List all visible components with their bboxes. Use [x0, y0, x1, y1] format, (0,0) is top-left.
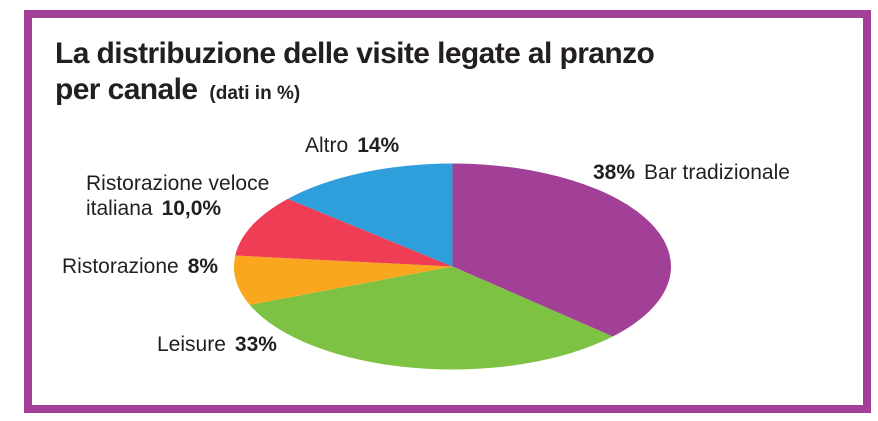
label-leisure-value: 33% — [234, 333, 277, 356]
label-leisure-text: Leisure — [157, 333, 226, 356]
label-altro-value: 14% — [357, 134, 400, 157]
label-ristorazione-text: Ristorazione — [62, 255, 179, 278]
label-ristorazione-value: 8% — [187, 255, 219, 278]
label-ristorazione-veloce-text: Ristorazione veloce italiana — [86, 172, 270, 220]
chart-title: La distribuzione delle visite legate al … — [55, 36, 655, 112]
label-leisure: Leisure 33% — [157, 332, 277, 357]
chart-title-unit-note: (dati in %) — [209, 83, 301, 104]
chart-title-line2-text: per canale — [55, 73, 198, 106]
label-ristorazione-veloce-value: 10,0% — [161, 197, 222, 220]
label-bar-tradizionale-text: Bar tradizionale — [644, 161, 790, 184]
pie-slice-bar-tradizionale — [452, 163, 671, 337]
pie-slice-leisure — [249, 266, 613, 370]
pie-slice-ristorazione-veloce-italiana — [235, 198, 453, 267]
pie-slice-altro — [287, 163, 453, 267]
label-altro-text: Altro — [305, 134, 349, 157]
label-ristorazione-veloce: Ristorazione veloce italiana 10,0% — [86, 171, 291, 221]
label-bar-tradizionale: 38% Bar tradizionale — [593, 160, 790, 185]
label-ristorazione: Ristorazione 8% — [62, 254, 218, 279]
chart-title-line1: La distribuzione delle visite legate al … — [55, 37, 655, 70]
pie-slice-ristorazione — [233, 255, 453, 305]
chart-title-line2: per canale (dati in %) — [55, 72, 654, 112]
label-bar-tradizionale-value: 38% — [593, 161, 636, 184]
label-altro: Altro 14% — [305, 133, 399, 158]
